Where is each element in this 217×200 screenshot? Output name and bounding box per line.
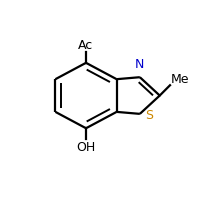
Text: OH: OH	[76, 140, 96, 153]
Text: Me: Me	[171, 72, 190, 85]
Text: N: N	[135, 57, 145, 70]
Text: Ac: Ac	[78, 39, 94, 52]
Text: S: S	[145, 109, 153, 122]
